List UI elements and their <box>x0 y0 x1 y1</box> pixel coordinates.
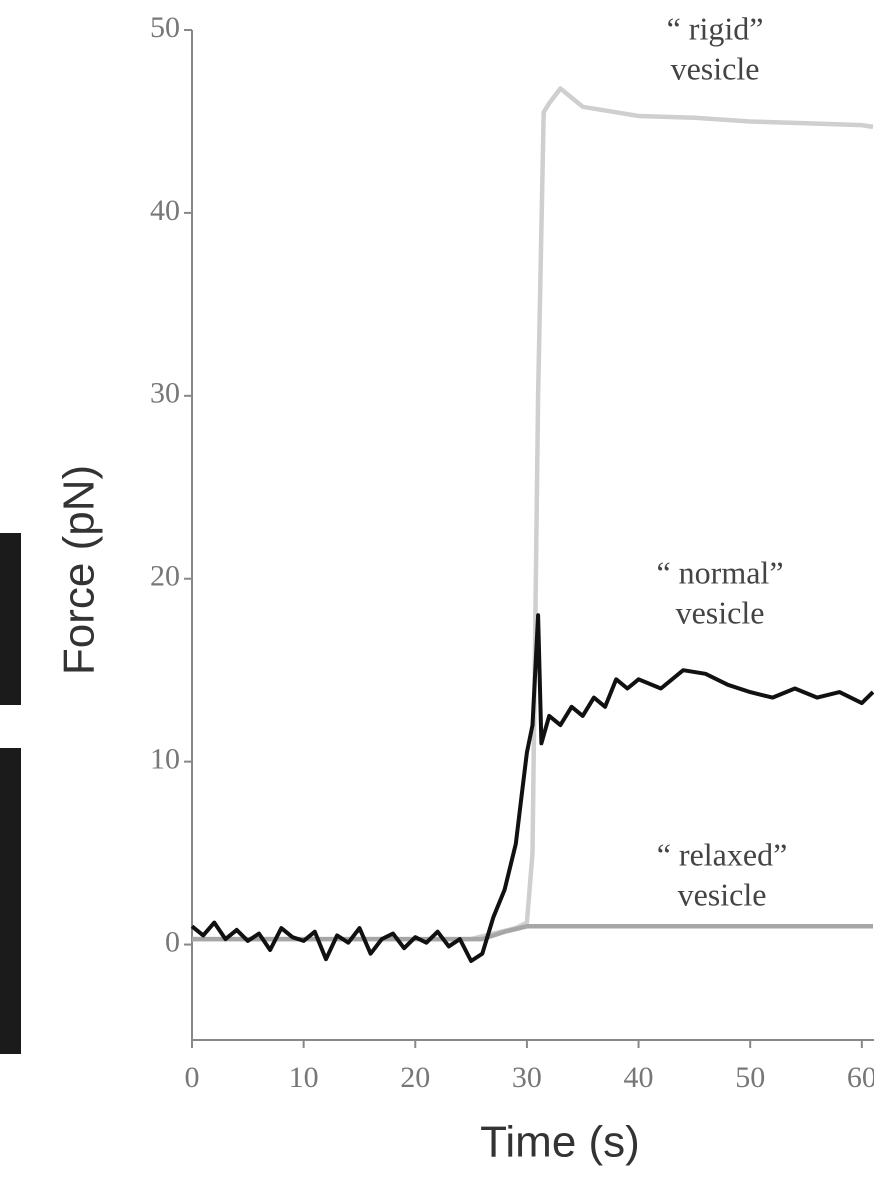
y-tick-label: 30 <box>150 377 180 410</box>
y-tick-label: 20 <box>150 560 180 593</box>
annotation: “ rigid” <box>667 10 764 46</box>
y-tick-label: 40 <box>150 194 180 227</box>
line-series <box>192 86 874 942</box>
side-image <box>0 533 21 705</box>
x-tick-label: 60 <box>847 1061 874 1094</box>
x-tick-label: 0 <box>185 1061 200 1094</box>
x-tick-label: 20 <box>400 1061 430 1094</box>
annotation: vesicle <box>678 876 767 912</box>
annotation: vesicle <box>671 50 760 86</box>
annotation: vesicle <box>676 594 765 630</box>
x-tick-label: 30 <box>512 1061 542 1094</box>
y-tick-label: 0 <box>165 925 180 958</box>
y-tick-label: 50 <box>150 11 180 44</box>
annotation: “ normal” <box>656 554 783 590</box>
x-axis-label: Time (s) <box>480 1118 640 1167</box>
y-axis-label: Force (pN) <box>55 465 104 675</box>
annotation: “ relaxed” <box>657 836 788 872</box>
line-series <box>192 924 873 942</box>
x-tick-label: 10 <box>289 1061 319 1094</box>
y-tick-label: 10 <box>150 743 180 776</box>
side-image <box>0 748 21 1054</box>
x-tick-label: 50 <box>735 1061 765 1094</box>
x-tick-label: 40 <box>624 1061 654 1094</box>
line-series <box>190 613 874 963</box>
